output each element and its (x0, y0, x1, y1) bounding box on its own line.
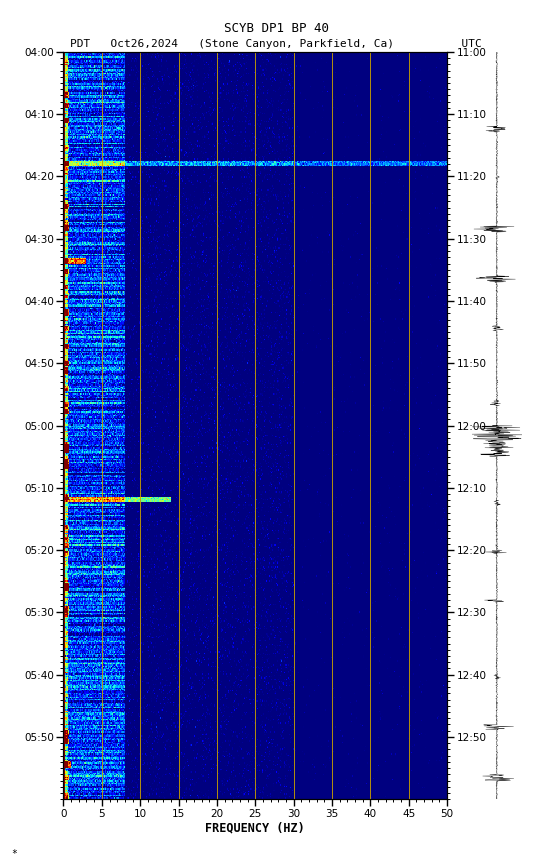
X-axis label: FREQUENCY (HZ): FREQUENCY (HZ) (205, 822, 305, 835)
Text: *: * (11, 849, 17, 859)
Text: PDT   Oct26,2024   (Stone Canyon, Parkfield, Ca)          UTC: PDT Oct26,2024 (Stone Canyon, Parkfield,… (70, 39, 482, 49)
Text: SCYB DP1 BP 40: SCYB DP1 BP 40 (224, 22, 328, 35)
